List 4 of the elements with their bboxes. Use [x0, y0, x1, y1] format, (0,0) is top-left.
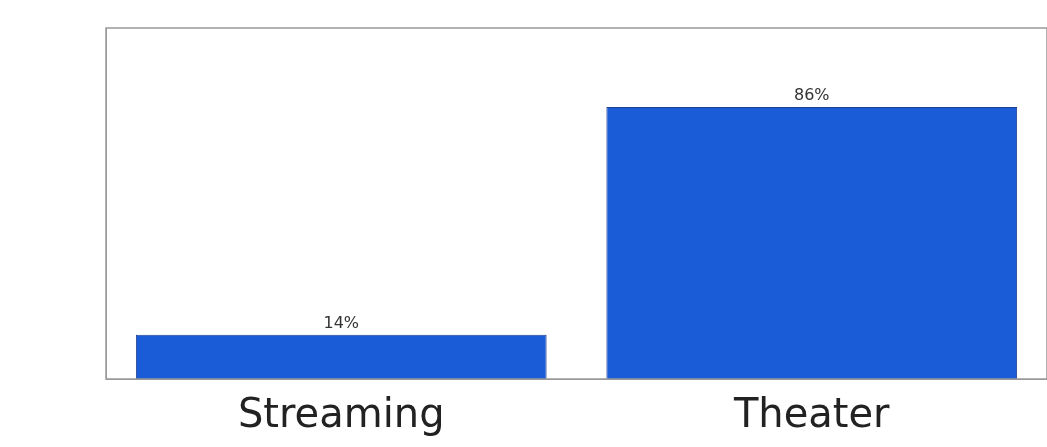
- x-tick-label: Theater: [732, 390, 891, 437]
- x-tick-label: Streaming: [237, 390, 445, 437]
- data-label: 14%: [323, 312, 360, 332]
- data-label: 86%: [793, 85, 830, 105]
